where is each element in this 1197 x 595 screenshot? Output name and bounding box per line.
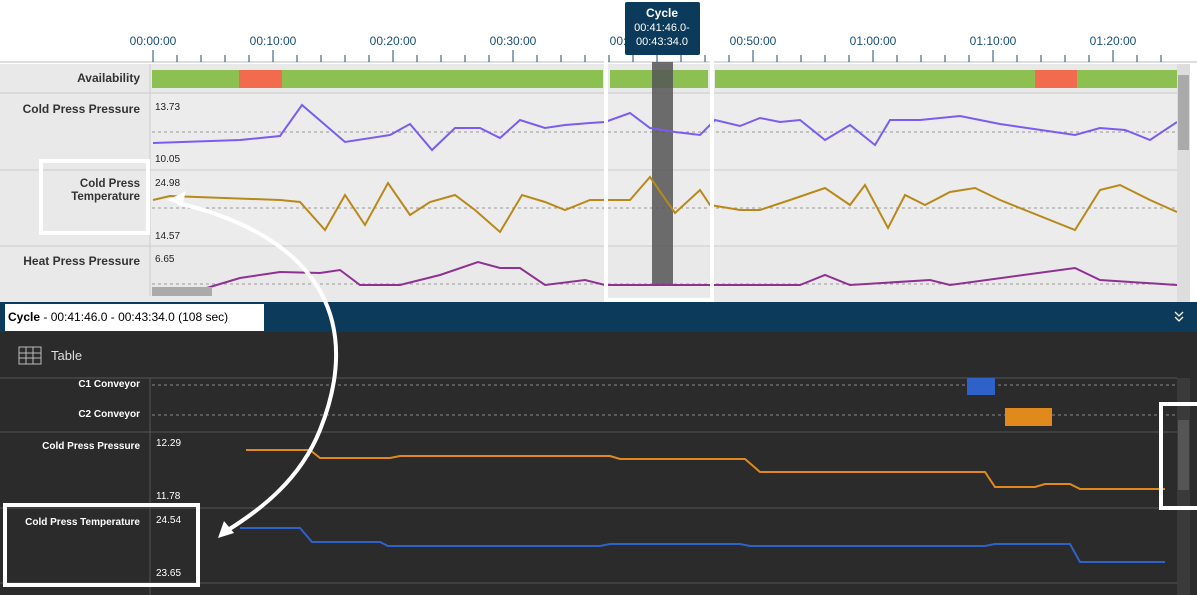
time-tick-label: 00:20:00 xyxy=(370,34,417,48)
detail-pressure-line xyxy=(246,449,1165,490)
shape xyxy=(3,503,200,587)
arrow-head xyxy=(218,521,234,538)
max-label: 13.73 xyxy=(155,102,180,113)
max-label: 6.65 xyxy=(155,254,175,265)
shape xyxy=(604,0,714,302)
time-tick-label: 01:10:00 xyxy=(970,34,1017,48)
shape xyxy=(18,346,42,365)
tooltip xyxy=(625,2,700,55)
heat-pressure-line xyxy=(199,260,1178,291)
time-tick-label: 00:30:00 xyxy=(490,34,537,48)
collapse-icon[interactable] xyxy=(1174,311,1184,322)
temperature-line xyxy=(152,175,1178,234)
downtime-bar xyxy=(239,70,282,88)
row-label: Cold Press Pressure xyxy=(42,441,140,452)
c1-event xyxy=(967,378,995,395)
minor-ticks xyxy=(152,50,1162,62)
v-scroll-thumb[interactable] xyxy=(1178,420,1189,490)
shape xyxy=(39,159,150,235)
row-bottom xyxy=(0,296,1177,302)
min-label: 11.78 xyxy=(156,491,181,502)
row-label: Cold Press Pressure xyxy=(22,102,140,116)
time-tick-label: 00:50:00 xyxy=(730,34,777,48)
availability-bar xyxy=(715,70,1177,88)
time-tick-label: 01:20:00 xyxy=(1090,34,1137,48)
time-tick-label: 01:00:00 xyxy=(850,34,897,48)
row-label: Heat Press Pressure xyxy=(23,254,140,268)
pressure-line xyxy=(152,103,1178,152)
min-label: 14.57 xyxy=(155,231,180,242)
c2-event xyxy=(1005,408,1052,426)
row-label: Cold Press Temperature xyxy=(25,517,140,528)
max-label: 24.98 xyxy=(155,178,180,189)
max-label: 24.54 xyxy=(156,515,181,526)
detail-title-label: Cycle xyxy=(8,310,41,324)
time-tick-label: 00:10:00 xyxy=(250,34,297,48)
axis-bg xyxy=(0,0,1197,62)
tooltip-line: 00:43:34.0 xyxy=(636,36,688,48)
row-label: C1 Conveyor xyxy=(78,379,140,390)
annotation xyxy=(3,0,1197,587)
time-tick-label: 00:00:00 xyxy=(130,34,177,48)
selection-band xyxy=(652,62,673,286)
shape xyxy=(1159,402,1197,510)
detail-title: Cycle - 00:41:46.0 - 00:43:34.0 (108 sec… xyxy=(5,304,264,331)
availability-bar xyxy=(152,70,603,88)
min-label: 10.05 xyxy=(155,154,180,165)
min-label: 23.65 xyxy=(156,568,181,579)
downtime-bar xyxy=(1035,70,1077,88)
detail-temperature-line xyxy=(240,527,1165,563)
tooltip-line: 00:41:46.0- xyxy=(634,22,690,34)
h-scroll-thumb[interactable] xyxy=(152,287,212,296)
row-label: Availability xyxy=(77,71,140,85)
detail-bg xyxy=(0,332,1197,595)
shape xyxy=(177,201,339,532)
arrow-head xyxy=(168,191,186,206)
table-icon[interactable] xyxy=(18,346,42,365)
tooltip-title: Cycle xyxy=(646,6,678,20)
detail-range: - 00:41:46.0 - 00:43:34.0 (108 sec) xyxy=(43,310,229,324)
view-toggle[interactable]: Table xyxy=(51,348,82,363)
max-label: 12.29 xyxy=(156,438,181,449)
v-scroll-thumb[interactable] xyxy=(1178,75,1189,150)
row-label: Cold Press Temperature xyxy=(71,178,140,203)
row-label: C2 Conveyor xyxy=(78,409,140,420)
